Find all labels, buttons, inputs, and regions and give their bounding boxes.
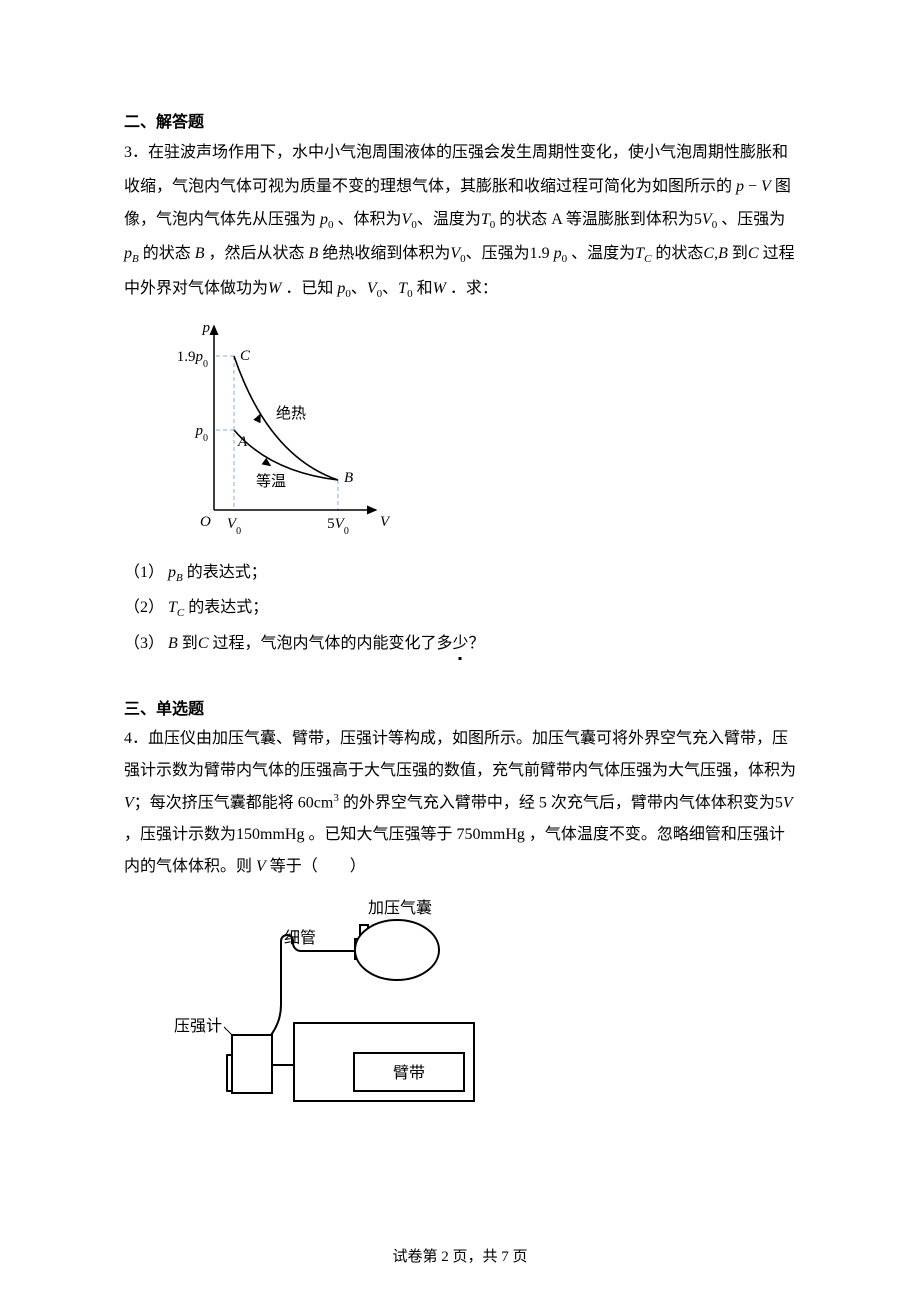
q3-sub2: （2） TC 的表达式； [124,590,796,625]
svg-text:压强计: 压强计 [174,1017,222,1035]
section3-heading: 三、单选题 [124,695,796,719]
svg-text:V0: V0 [227,516,241,537]
pv-chart: 1.9p0 p0 V0 5V0 p V O A B C 绝热等温 [160,318,796,549]
q3-paragraph: 3．在驻波声场作用下，水中小气泡周围液体的压强会发生周期性变化，使小气泡周期性膨… [124,136,796,306]
svg-text:加压气囊: 加压气囊 [368,899,432,917]
center-mark [459,657,462,660]
svg-text:1.9p0: 1.9p0 [177,349,208,370]
svg-text:p: p [202,320,211,336]
svg-text:O: O [200,514,211,530]
svg-text:V: V [380,514,390,530]
q3-subquestions: （1） pB 的表达式； （2） TC 的表达式； （3） B 到C 过程，气泡… [124,555,796,661]
svg-text:p0: p0 [195,423,209,444]
svg-text:C: C [240,348,251,364]
section2-heading: 二、解答题 [124,108,796,132]
svg-text:A: A [237,434,248,450]
q4-paragraph: 4．血压仪由加压气囊、臂带，压强计等构成，如图所示。加压气囊可将外界空气充入臂带… [124,723,796,883]
svg-text:臂带: 臂带 [393,1064,425,1082]
page: 二、解答题 3．在驻波声场作用下，水中小气泡周围液体的压强会发生周期性变化，使小… [0,0,920,1302]
svg-text:5V0: 5V0 [327,516,349,537]
svg-text:等温: 等温 [256,472,286,490]
spacer [124,661,796,687]
svg-text:绝热: 绝热 [276,405,306,422]
q3-sub3: （3） B 到C 过程，气泡内气体的内能变化了多少？ [124,626,796,661]
svg-text:细管: 细管 [284,929,316,947]
q3-sub1: （1） pB 的表达式； [124,555,796,590]
page-footer: 试卷第 2 页，共 7 页 [0,1245,920,1266]
device-diagram: 加压气囊细管压强计臂带 [160,895,796,1120]
svg-text:B: B [344,470,353,486]
